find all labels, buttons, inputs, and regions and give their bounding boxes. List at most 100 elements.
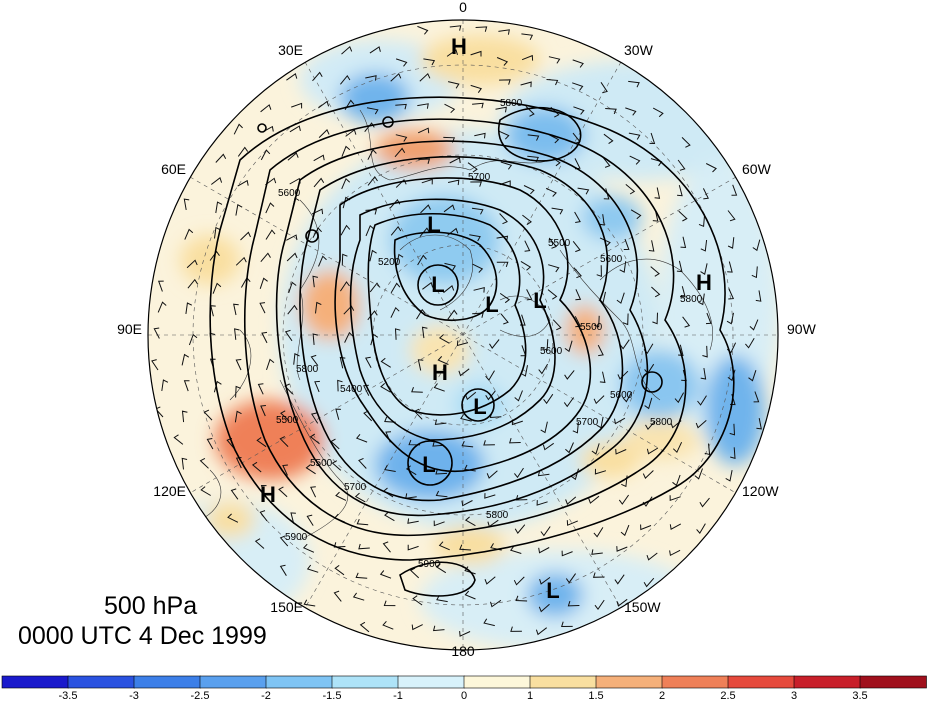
colorbar-tick-label: 2.5 — [720, 690, 735, 702]
high-center-marker: H — [432, 360, 448, 385]
wind-barb — [390, 72, 402, 82]
colorbar-tick-label: 3.5 — [852, 690, 867, 702]
high-center-marker: H — [451, 34, 467, 59]
wind-barb — [282, 464, 288, 476]
wind-barb — [552, 319, 562, 331]
wind-barb — [358, 457, 367, 469]
wind-barb — [499, 180, 511, 186]
wind-barb — [630, 209, 642, 220]
wind-barb — [564, 340, 573, 353]
wind-barb — [483, 618, 495, 627]
contour-label: 5800 — [296, 364, 319, 375]
lon-label-90e: 90E — [117, 321, 142, 337]
wind-barb — [681, 137, 691, 148]
wind-barb — [363, 384, 370, 396]
wind-barb — [365, 356, 372, 368]
wind-barb — [369, 282, 381, 293]
wind-barb — [605, 108, 617, 115]
wind-barb — [233, 303, 239, 316]
contour-label: 5600 — [540, 346, 563, 357]
wind-barb — [593, 527, 604, 538]
wind-barb — [522, 214, 532, 226]
wind-barb — [652, 312, 658, 325]
wind-barb — [573, 267, 582, 279]
wind-barb — [648, 240, 655, 252]
wind-barb — [369, 46, 381, 54]
wind-barb — [181, 410, 188, 423]
wind-barb — [412, 595, 423, 606]
wind-barb — [652, 210, 659, 222]
wind-barb — [254, 538, 265, 549]
wind-barb — [417, 103, 429, 109]
wind-barb — [669, 549, 681, 557]
contour-label: 5700 — [576, 417, 599, 428]
colorbar-tick-label: 3 — [791, 690, 797, 702]
wind-barb — [725, 470, 733, 482]
wind-barb — [465, 391, 477, 401]
wind-barb — [467, 162, 478, 173]
contour-label: 5500 — [580, 322, 603, 333]
lon-label-30w: 30W — [624, 42, 654, 58]
wind-barb — [286, 234, 298, 241]
wind-barb — [470, 84, 483, 93]
wind-barb — [443, 204, 455, 213]
wind-barb — [279, 436, 289, 447]
lon-label-0: 0 — [459, 0, 467, 15]
wind-barb — [592, 572, 605, 578]
lon-label-180: 180 — [451, 643, 475, 659]
wind-barb — [335, 408, 341, 420]
wind-barb — [279, 564, 287, 576]
wind-barb — [199, 457, 209, 469]
wind-barb — [310, 412, 319, 424]
wind-barb — [654, 187, 661, 199]
wind-barb — [265, 202, 275, 214]
wind-barb — [260, 252, 271, 263]
wind-barb — [696, 523, 706, 534]
wind-barb — [498, 130, 510, 140]
wind-barb — [364, 122, 375, 133]
wind-barb — [419, 227, 430, 238]
wind-barb — [318, 129, 330, 138]
lon-label-60e: 60E — [161, 161, 186, 177]
wind-barb — [669, 495, 681, 501]
wind-barb — [602, 156, 611, 168]
wind-barb — [543, 393, 554, 405]
wind-barb — [593, 315, 600, 328]
wind-barb — [288, 281, 297, 294]
wind-barb — [384, 464, 396, 472]
wind-barb — [727, 261, 733, 273]
wind-barb — [461, 440, 474, 448]
wind-barb — [395, 178, 407, 188]
wind-barb — [702, 345, 708, 358]
wind-barb — [380, 383, 391, 393]
contour-label: 5700 — [344, 482, 367, 493]
lon-label-150e: 150E — [270, 599, 303, 615]
wind-barb — [407, 518, 419, 524]
wind-barb — [265, 229, 276, 240]
wind-barb — [677, 159, 686, 171]
wind-barb — [593, 395, 605, 405]
contour-label: 5900 — [418, 559, 441, 570]
wind-barb — [510, 626, 522, 632]
wind-barb — [484, 576, 496, 585]
wind-barb — [447, 309, 458, 320]
wind-barb — [435, 469, 448, 475]
wind-barb — [417, 254, 427, 266]
wind-barb — [548, 134, 560, 144]
wind-barb — [411, 624, 423, 631]
wind-barb — [355, 572, 368, 579]
wind-barb — [456, 340, 469, 347]
wind-barb — [464, 590, 476, 600]
wind-barb — [434, 419, 447, 425]
wind-barb — [704, 443, 711, 456]
wind-barb — [643, 577, 655, 588]
wind-barb — [384, 511, 395, 522]
wind-barb — [628, 80, 640, 88]
wind-barb — [260, 484, 267, 497]
wind-barb — [423, 58, 436, 66]
wind-barb — [341, 177, 351, 190]
wind-barb — [682, 316, 691, 328]
contour-labels: 5800 5700 5500 5200 5500 5600 5800 5800 … — [276, 98, 703, 570]
wind-barb — [565, 442, 574, 454]
wind-barb — [650, 266, 660, 277]
